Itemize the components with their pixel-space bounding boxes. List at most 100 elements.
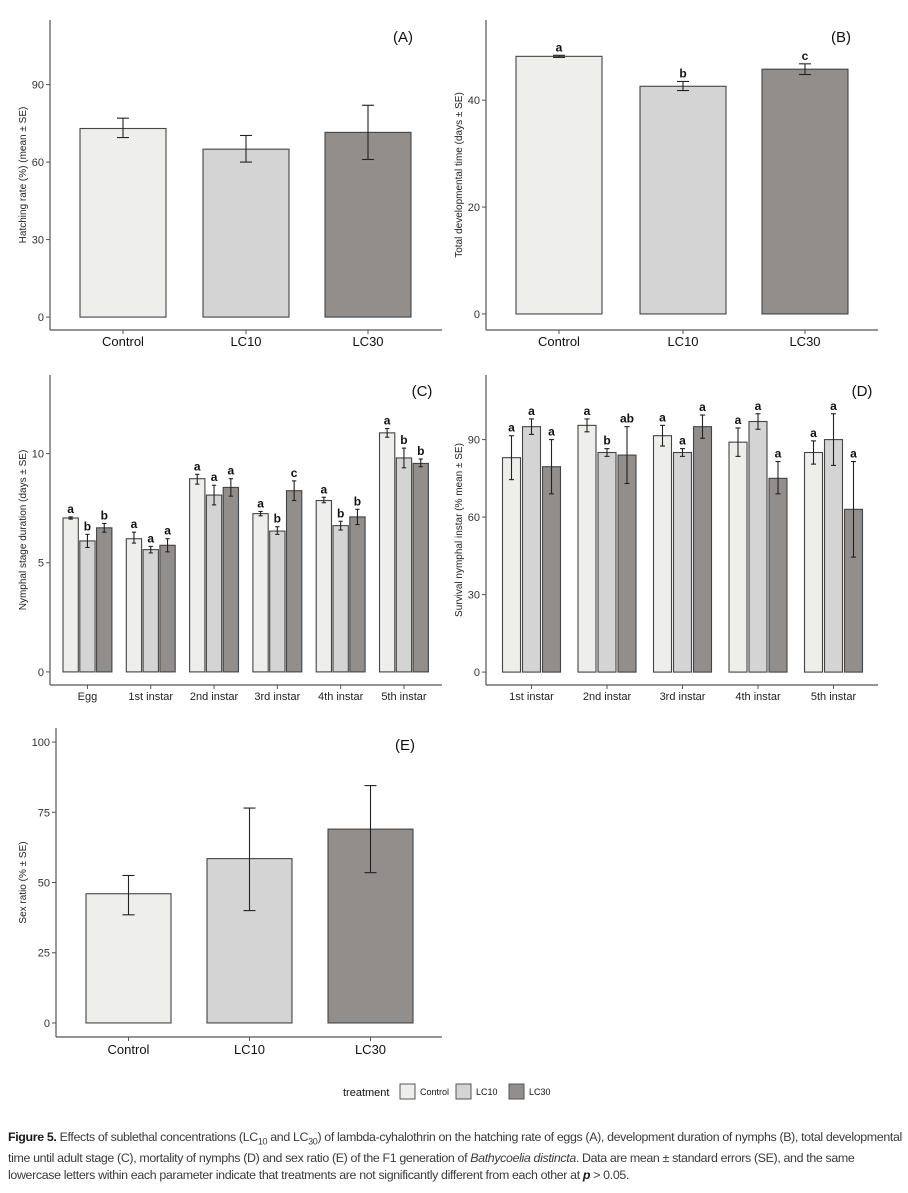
bar-2nd-instar-lc10-bar (597, 451, 617, 673)
caption-sub-1: 10 (257, 1136, 268, 1147)
panel-tag: (A) (393, 29, 413, 46)
bar-4th-instar-control-bar (315, 499, 333, 673)
bar-1st-instar-lc30-bar (541, 466, 562, 673)
bar-egg-lc30-bar (96, 527, 113, 673)
y-tick-label: 40 (468, 95, 480, 107)
y-tick-label: 30 (468, 590, 480, 602)
bar-3rd-instar-lc10-bar (672, 451, 693, 673)
x-tick-label: 5th instar (811, 691, 857, 703)
y-tick-label: 60 (468, 512, 480, 524)
bar-egg-lc10-bar (79, 540, 96, 673)
x-tick-label: 1st instar (509, 691, 554, 703)
bar-1st-instar-lc30-bar (159, 544, 176, 673)
bar-2nd-instar-lc30-significance-letter: a (228, 464, 235, 478)
bar-4th-instar-lc30-significance-letter: a (775, 447, 782, 461)
y-tick-label: 100 (32, 737, 50, 749)
bar-1st-instar-lc10-bar (521, 426, 542, 673)
legend-label-lc30: LC30 (529, 1087, 551, 1097)
y-tick-label: 0 (38, 667, 44, 679)
bar-3rd-instar-lc30-significance-letter: a (699, 400, 706, 414)
y-tick-label: 5 (38, 558, 44, 570)
bar-3rd-instar-control-significance-letter: a (257, 496, 264, 510)
x-tick-label: LC30 (352, 334, 383, 349)
bar-4th-instar-lc30-bar (768, 477, 788, 673)
legend-title: treatment (343, 1087, 389, 1099)
bar-2nd-instar-lc30-bar (617, 454, 637, 673)
bar-5th-instar-lc30-significance-letter: b (417, 444, 424, 458)
bar-lc10-significance-letter: b (679, 66, 686, 80)
bar-lc10-bar (639, 85, 727, 315)
bar-egg-lc10-significance-letter: b (84, 519, 91, 533)
y-axis-title: Hatching rate (%) (mean ± SE) (18, 107, 29, 244)
x-tick-label: 4th instar (318, 691, 364, 703)
y-tick-label: 90 (32, 80, 44, 92)
y-axis-title: Survival nymphal instar (% mean ± SE) (454, 443, 465, 617)
bar-5th-instar-lc10-bar (823, 439, 844, 673)
bar-2nd-instar-control-significance-letter: a (584, 404, 591, 418)
x-tick-label: LC10 (230, 334, 261, 349)
bar-lc30-bar (324, 131, 412, 318)
bar-2nd-instar-lc30-bar (222, 486, 240, 673)
y-tick-label: 0 (44, 1018, 50, 1030)
bar-5th-instar-lc10-significance-letter: b (400, 433, 407, 447)
bar-5th-instar-control-bar (378, 432, 396, 673)
y-tick-label: 60 (32, 157, 44, 169)
y-tick-label: 75 (38, 807, 50, 819)
bar-3rd-instar-lc10-significance-letter: b (274, 512, 281, 526)
x-tick-label: 3rd instar (254, 691, 300, 703)
bar-5th-instar-control-significance-letter: a (384, 413, 391, 427)
bar-egg-control-significance-letter: a (67, 502, 74, 516)
y-tick-label: 10 (32, 449, 44, 461)
bar-4th-instar-control-bar (728, 441, 748, 673)
caption-text-4: . Data are mean ± standard errors (SE), … (8, 1151, 855, 1183)
figure-canvas: 0 30 60 90 Hatching rate (%) (mean ± SE) (A) C… (18, 20, 878, 1100)
bar-1st-instar-lc10-bar (142, 549, 159, 673)
y-tick-label: 0 (38, 312, 44, 324)
x-tick-label: Control (108, 1042, 150, 1057)
bar-lc10-bar (202, 148, 290, 318)
bar-3rd-instar-lc10-significance-letter: a (679, 434, 686, 448)
bar-4th-instar-control-significance-letter: a (321, 482, 328, 496)
bar-1st-instar-lc10-significance-letter: a (528, 404, 535, 418)
panel-tag: (E) (395, 737, 415, 754)
bar-2nd-instar-control-bar (189, 478, 206, 673)
panel-e: 0 25 50 75 100 Sex ratio (% ± SE) (E) Control LC… (18, 728, 442, 1057)
x-tick-label: LC10 (667, 334, 698, 349)
bar-3rd-instar-control-bar (252, 513, 269, 673)
bar-egg-lc30-significance-letter: b (101, 508, 108, 522)
caption-text-1: Effects of sublethal concentrations (LC (56, 1130, 259, 1144)
figure-caption: Figure 5. Effects of sublethal concentra… (8, 1129, 903, 1184)
bar-1st-instar-control-significance-letter: a (131, 517, 138, 531)
bar-3rd-instar-control-bar (652, 435, 673, 673)
y-axis-title: Sex ratio (% ± SE) (18, 841, 29, 923)
caption-text-3: ) of lambda-cyhalothrin on the hatching … (8, 1130, 902, 1166)
bar-2nd-instar-control-bar (577, 424, 597, 673)
panel-a: 0 30 60 90 Hatching rate (%) (mean ± SE) (A) C… (18, 20, 442, 349)
bar-3rd-instar-lc30-significance-letter: c (291, 466, 298, 480)
caption-sub-2: 30 (308, 1136, 318, 1147)
caption-text-2: and LC (267, 1130, 309, 1144)
y-axis-title: Nymphal stage duration (days ± SE) (18, 450, 29, 611)
caption-p-symbol: p (582, 1168, 591, 1183)
bar-egg-control-bar (62, 517, 79, 673)
bar-4th-instar-lc30-bar (349, 516, 366, 673)
bar-3rd-instar-lc30-bar (285, 490, 303, 673)
y-tick-label: 0 (474, 667, 480, 679)
bar-5th-instar-lc30-bar (412, 462, 429, 673)
bar-2nd-instar-lc10-significance-letter: a (211, 470, 218, 484)
x-tick-label: 5th instar (381, 691, 427, 703)
bar-control-bar (515, 55, 603, 315)
bar-4th-instar-lc10-significance-letter: b (337, 506, 344, 520)
bar-1st-instar-control-significance-letter: a (508, 421, 515, 435)
bar-control-bar (79, 127, 167, 318)
panel-tag: (D) (852, 383, 873, 400)
legend-swatch-lc30 (508, 1083, 525, 1100)
legend-swatch-lc10 (455, 1083, 472, 1100)
y-axis-title: Total developmental time (days ± SE) (454, 92, 465, 258)
panel-tag: (B) (831, 29, 851, 46)
bar-lc30-bar (761, 68, 849, 315)
bar-4th-instar-control-significance-letter: a (735, 413, 742, 427)
